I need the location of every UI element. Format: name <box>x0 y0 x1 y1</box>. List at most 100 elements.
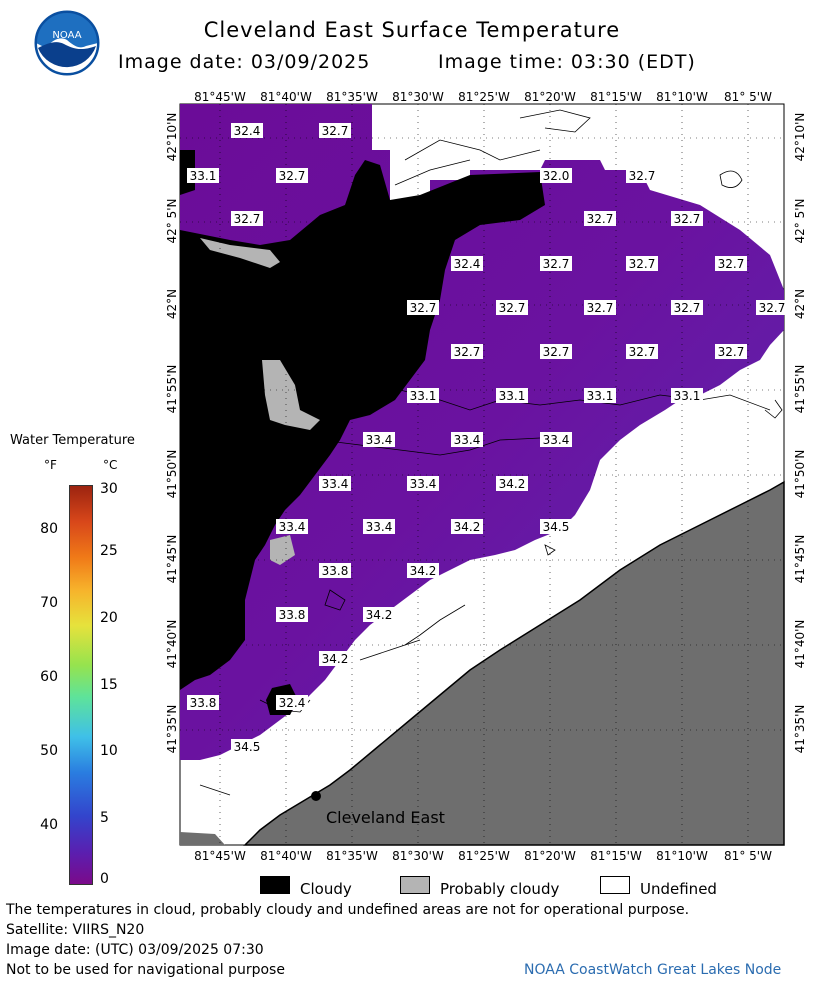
temperature-colorbar <box>69 485 93 885</box>
lat-tick-left: 41°50'N <box>165 449 179 499</box>
temperature-value-text: 34.2 <box>499 477 526 491</box>
temperature-value-text: 32.0 <box>543 169 570 183</box>
temperature-value: 33.1 <box>496 388 528 403</box>
temperature-value: 32.0 <box>540 168 572 183</box>
lat-tick-left: 41°35'N <box>165 704 179 754</box>
utc-date-text: Image date: (UTC) 03/09/2025 07:30 <box>6 942 264 958</box>
temperature-value-text: 34.5 <box>234 740 261 754</box>
temperature-value-text: 32.7 <box>543 257 570 271</box>
temperature-value: 33.4 <box>363 519 395 534</box>
lon-tick-bottom: 81°30'W <box>392 849 444 863</box>
temperature-value: 32.7 <box>756 300 788 315</box>
lat-tick-right: 42° 5'N <box>793 198 807 244</box>
lon-tick-bottom: 81°25'W <box>458 849 510 863</box>
temperature-value: 33.4 <box>363 432 395 447</box>
temperature-value-text: 33.4 <box>322 477 349 491</box>
temperature-value: 33.1 <box>671 388 703 403</box>
unit-celsius: °C <box>103 458 118 472</box>
temperature-value: 32.7 <box>451 344 483 359</box>
temperature-value-text: 33.1 <box>190 169 217 183</box>
cloud-region <box>180 160 545 690</box>
legend-cloudy-swatch <box>260 876 290 894</box>
temperature-value: 32.4 <box>451 256 483 271</box>
temperature-value-text: 33.1 <box>499 389 526 403</box>
lat-tick-left: 42°N <box>165 288 179 320</box>
temperature-value: 32.7 <box>626 168 658 183</box>
temperature-value-text: 32.7 <box>279 169 306 183</box>
lon-tick-top: 81°10'W <box>656 90 708 104</box>
lon-tick-bottom: 81°40'W <box>260 849 312 863</box>
temperature-value: 32.7 <box>540 344 572 359</box>
city-label: Cleveland East <box>326 808 445 827</box>
temperature-value: 32.7 <box>319 123 351 138</box>
temperature-value: 32.7 <box>626 344 658 359</box>
lat-tick-left: 42° 5'N <box>165 198 179 244</box>
temperature-value: 32.4 <box>231 123 263 138</box>
temperature-value-text: 34.2 <box>410 564 437 578</box>
satellite-text: Satellite: VIIRS_N20 <box>6 922 145 938</box>
temperature-value-text: 33.1 <box>410 389 437 403</box>
lat-tick-left: 42°10'N <box>165 112 179 162</box>
lat-tick-right: 41°50'N <box>793 449 807 499</box>
legend-cloudy-label: Cloudy <box>300 880 352 898</box>
temperature-value: 33.8 <box>187 695 219 710</box>
land-region <box>180 832 225 845</box>
lat-tick-left: 41°55'N <box>165 364 179 414</box>
lat-tick-right: 41°55'N <box>793 364 807 414</box>
temperature-value-text: 32.7 <box>587 212 614 226</box>
temperature-value: 34.2 <box>407 563 439 578</box>
image-date: Image date: 03/09/2025 <box>118 51 371 73</box>
colorbar-f-tick: 60 <box>40 669 58 685</box>
temperature-value: 33.1 <box>407 388 439 403</box>
temperature-value: 34.2 <box>319 651 351 666</box>
temperature-value: 34.2 <box>496 476 528 491</box>
temperature-value: 32.7 <box>671 211 703 226</box>
colorbar-f-tick: 80 <box>40 521 58 537</box>
disclaimer-text: The temperatures in cloud, probably clou… <box>6 902 690 918</box>
lon-tick-top: 81° 5'W <box>724 90 772 104</box>
temperature-value: 32.7 <box>231 211 263 226</box>
lon-tick-bottom: 81°35'W <box>326 849 378 863</box>
lat-tick-left: 41°40'N <box>165 619 179 669</box>
temperature-value-text: 32.7 <box>543 345 570 359</box>
lon-tick-bottom: 81°45'W <box>194 849 246 863</box>
lat-tick-right: 41°45'N <box>793 534 807 584</box>
temperature-value: 33.1 <box>187 168 219 183</box>
temperature-value-text: 32.7 <box>454 345 481 359</box>
temperature-value-text: 34.2 <box>454 520 481 534</box>
colorbar-f-tick: 70 <box>40 595 58 611</box>
temperature-value-text: 33.1 <box>674 389 701 403</box>
temperature-value-text: 32.4 <box>454 257 481 271</box>
temperature-value-text: 33.4 <box>543 433 570 447</box>
lon-tick-top: 81°30'W <box>392 90 444 104</box>
lon-tick-top: 81°40'W <box>260 90 312 104</box>
temperature-value: 32.7 <box>715 344 747 359</box>
lat-tick-left: 41°45'N <box>165 534 179 584</box>
city-marker-icon <box>311 791 321 801</box>
credit-link[interactable]: NOAA CoastWatch Great Lakes Node <box>524 962 782 978</box>
temperature-value-text: 32.7 <box>674 212 701 226</box>
temperature-value-text: 33.4 <box>366 520 393 534</box>
temperature-value-text: 33.1 <box>587 389 614 403</box>
land-region <box>243 480 785 846</box>
temperature-value-text: 32.7 <box>629 345 656 359</box>
colorbar-f-tick: 50 <box>40 743 58 759</box>
lon-tick-bottom: 81°15'W <box>590 849 642 863</box>
navigation-warning: Not to be used for navigational purpose <box>6 962 285 978</box>
legend-undefined-label: Undefined <box>640 880 717 898</box>
lon-tick-bottom: 81°20'W <box>524 849 576 863</box>
legend-undefined-swatch <box>600 876 630 894</box>
temperature-value-text: 32.7 <box>629 257 656 271</box>
temperature-value: 33.8 <box>319 563 351 578</box>
lat-tick-right: 41°35'N <box>793 704 807 754</box>
temperature-value: 32.7 <box>584 211 616 226</box>
colorbar-c-tick: 30 <box>100 481 118 497</box>
temperature-value-text: 32.4 <box>279 696 306 710</box>
colorbar-c-tick: 5 <box>100 810 109 826</box>
temperature-value: 33.4 <box>276 519 308 534</box>
page-title: Cleveland East Surface Temperature <box>203 18 621 42</box>
colorbar-f-tick: 40 <box>40 817 58 833</box>
lon-tick-bottom: 81°10'W <box>656 849 708 863</box>
temperature-value: 32.7 <box>407 300 439 315</box>
